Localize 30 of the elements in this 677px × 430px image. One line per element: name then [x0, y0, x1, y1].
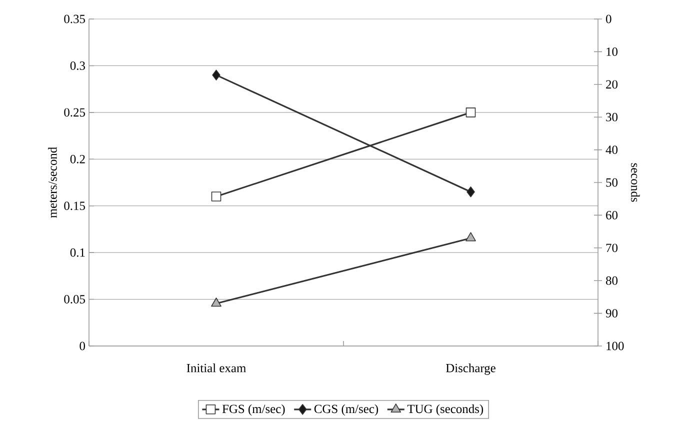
y2-tick-label: 70 — [606, 244, 618, 252]
y-axis-title: meters/second — [48, 147, 57, 218]
y2-tick-label: 100 — [606, 342, 624, 350]
point — [212, 70, 220, 80]
point — [466, 186, 475, 198]
legend-label: CGS (m/sec) — [314, 404, 378, 416]
y2-tick-label: 60 — [606, 211, 618, 220]
legend-label: TUG (seconds) — [407, 404, 484, 416]
y-tick-label: 0.1 — [70, 248, 85, 257]
y2-tick-label: 40 — [606, 146, 618, 154]
y-tick-label: 0.15 — [64, 202, 85, 210]
x-tick-label: Initial exam — [186, 364, 246, 372]
y2-tick-label: 80 — [606, 276, 618, 285]
y2-tick-label: 0 — [606, 14, 612, 24]
y-tick-label: 0.35 — [64, 14, 85, 24]
y2-tick-label: 50 — [606, 178, 618, 187]
y2-tick-label: 90 — [606, 309, 618, 318]
y2-tick-label: 30 — [606, 112, 618, 122]
y-tick-label: 0 — [80, 342, 86, 350]
point — [466, 108, 476, 118]
y-tick-label: 0.05 — [64, 295, 85, 304]
y-tick-label: 0.3 — [70, 61, 85, 70]
y-tick-label: 0.2 — [70, 154, 85, 164]
y2-tick-label: 10 — [606, 48, 618, 56]
point — [211, 192, 222, 202]
y2-tick-label: 20 — [606, 80, 618, 89]
y2-axis-title: seconds — [631, 163, 640, 202]
y-tick-label: 0.25 — [64, 108, 85, 117]
x-tick-label: Discharge — [446, 364, 496, 375]
legend-label: FGS (m/sec) — [222, 404, 285, 416]
